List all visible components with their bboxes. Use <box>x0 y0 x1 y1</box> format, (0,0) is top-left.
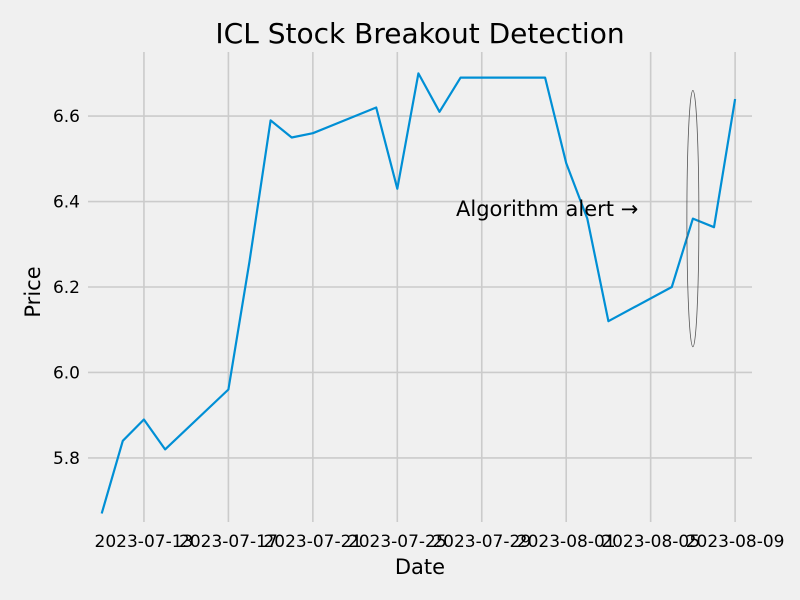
y-tick-label: 6.6 <box>53 107 80 127</box>
x-tick-label: 2023-07-21 <box>263 532 362 552</box>
y-axis-label: Price <box>21 266 45 317</box>
y-tick-label: 6.2 <box>53 278 80 298</box>
annotation-text: Algorithm alert → <box>456 197 638 221</box>
y-tick-label: 5.8 <box>53 449 80 469</box>
annotation-layer: Algorithm alert → <box>456 90 700 348</box>
x-tick-label: 2023-08-09 <box>686 532 785 552</box>
x-tick-label: 2023-07-25 <box>348 532 447 552</box>
y-tick-label: 6.4 <box>53 193 80 213</box>
x-tick-label: 2023-08-01 <box>517 532 616 552</box>
price-line <box>100 72 737 514</box>
x-tick-label: 2023-07-13 <box>95 532 194 552</box>
x-tick-label: 2023-08-05 <box>601 532 700 552</box>
chart-title: ICL Stock Breakout Detection <box>215 17 624 50</box>
alert-highlight-ellipse <box>686 90 700 348</box>
y-tick-label: 6.0 <box>53 363 80 383</box>
x-tick-label: 2023-07-17 <box>179 532 278 552</box>
x-axis-label: Date <box>395 555 445 579</box>
x-tick-label: 2023-07-29 <box>432 532 531 552</box>
series-layer <box>100 72 737 514</box>
tick-labels: 5.86.06.26.46.62023-07-132023-07-172023-… <box>53 107 785 552</box>
grid-lines <box>88 52 752 522</box>
